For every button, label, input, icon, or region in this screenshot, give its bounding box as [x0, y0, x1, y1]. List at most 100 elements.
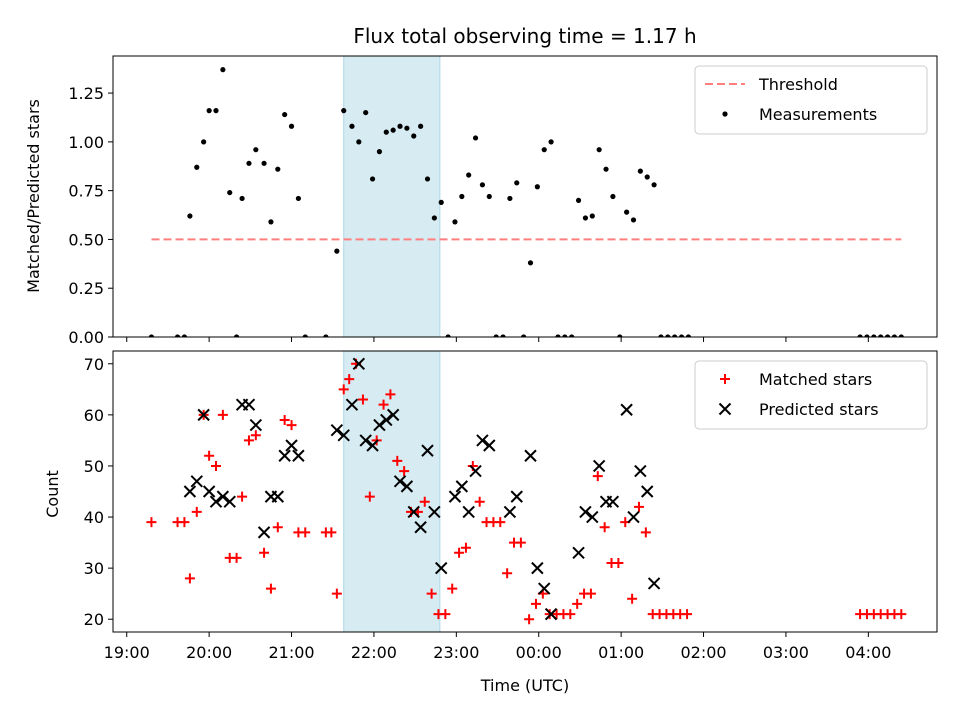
predicted-star-point [190, 475, 203, 488]
predicted-star-point [572, 546, 585, 560]
measurement-point [884, 334, 891, 337]
matched-star-point [495, 517, 506, 528]
predicted-star-point [469, 464, 482, 478]
predicted-star-point [352, 357, 366, 370]
legend-label: Threshold [758, 75, 838, 94]
matched-star-point [279, 414, 290, 425]
measurement-point [651, 182, 657, 188]
matched-star-point [179, 517, 190, 528]
measurement-point [445, 334, 451, 337]
measurement-point [527, 260, 534, 266]
series-matched-stars [146, 358, 907, 625]
measurement-point [452, 219, 458, 225]
legend-swatch-predicted [718, 402, 732, 416]
measurement-point [466, 172, 472, 178]
measurement-point [268, 219, 274, 225]
measurement-point [548, 139, 554, 145]
observing-window-band [343, 350, 441, 633]
matched-star-point [378, 399, 389, 410]
predicted-star-point [503, 505, 517, 519]
measurement-point [349, 123, 355, 129]
x-tick-label: 23:00 [433, 643, 479, 662]
measurement-point [363, 109, 369, 116]
matched-star-point [250, 430, 261, 441]
measurement-point [206, 108, 212, 114]
measurement-point [521, 334, 527, 337]
predicted-star-point [209, 495, 223, 508]
measurement-point [227, 189, 233, 196]
legend-label: Measurements [759, 105, 877, 124]
series-predicted-stars [183, 357, 661, 621]
matched-star-point [627, 593, 638, 604]
matched-star-point [286, 420, 297, 431]
predicted-star-point [249, 418, 263, 432]
top-y-axis-label: Matched/Predicted stars [24, 99, 43, 293]
predicted-star-point [620, 403, 633, 416]
predicted-star-point [278, 449, 291, 462]
measurement-point [878, 334, 884, 337]
predicted-star-point [407, 505, 420, 519]
predicted-star-point [330, 423, 344, 437]
measurement-point [261, 160, 267, 166]
predicted-star-point [448, 490, 462, 503]
y-tick-label: 0.00 [68, 328, 104, 347]
x-tick-label: 04:00 [845, 643, 891, 662]
y-tick-label: 0.50 [68, 230, 104, 249]
matched-star-point [146, 517, 157, 528]
matched-star-point [454, 547, 465, 558]
x-tick-label: 00:00 [516, 643, 562, 662]
predicted-star-point [216, 490, 230, 503]
predicted-star-point [531, 561, 544, 575]
measurement-point [624, 209, 630, 215]
predicted-star-point [400, 480, 414, 493]
predicted-star-point [647, 577, 661, 590]
matched-star-point [217, 409, 228, 420]
measurement-point [356, 139, 362, 145]
measurement-point [275, 166, 281, 172]
x-tick-label: 19:00 [104, 643, 150, 662]
predicted-star-point [592, 459, 606, 473]
matched-star-point [364, 491, 375, 502]
matched-star-point [399, 466, 410, 477]
matched-star-point [447, 583, 458, 594]
bottom-y-axis-label: Count [43, 470, 62, 518]
measurement-point [282, 111, 288, 118]
matched-star-point [265, 583, 276, 594]
matched-star-point [572, 598, 583, 609]
observing-window-band [343, 55, 441, 338]
predicted-star-point [242, 398, 256, 411]
matched-star-point [259, 547, 270, 558]
measurement-point [397, 123, 403, 129]
measurement-point [390, 127, 396, 133]
measurement-point [637, 168, 643, 174]
predicted-star-point [579, 505, 592, 519]
legend-box [694, 65, 928, 135]
x-tick-label: 22:00 [351, 643, 397, 662]
measurement-point [500, 334, 506, 337]
legend: Matched stars Predicted stars [694, 360, 928, 430]
measurement-point [213, 108, 219, 114]
matched-star-point [613, 558, 624, 569]
plot-area [146, 357, 907, 625]
predicted-star-point [414, 521, 427, 534]
measurement-point [871, 334, 877, 337]
predicted-star-point [606, 495, 620, 508]
y-tick-label: 50 [84, 457, 104, 476]
measurement-point [472, 135, 479, 141]
matched-star-point [426, 588, 437, 599]
predicted-star-point [373, 418, 386, 432]
y-tick-label: 70 [84, 355, 104, 374]
predicted-star-point [627, 510, 640, 524]
matched-star-point [237, 491, 248, 502]
matched-star-point [896, 609, 907, 620]
series-measurements [148, 67, 904, 337]
matched-star-point [460, 542, 471, 553]
measurement-point [672, 334, 678, 337]
predicted-star-point [271, 490, 285, 503]
x-tick-label: 20:00 [186, 643, 232, 662]
matched-star-point [682, 609, 693, 620]
measurement-point [431, 215, 437, 221]
plot-area [148, 67, 904, 337]
predicted-star-point [510, 490, 523, 503]
y-tick-label: 60 [84, 406, 104, 425]
